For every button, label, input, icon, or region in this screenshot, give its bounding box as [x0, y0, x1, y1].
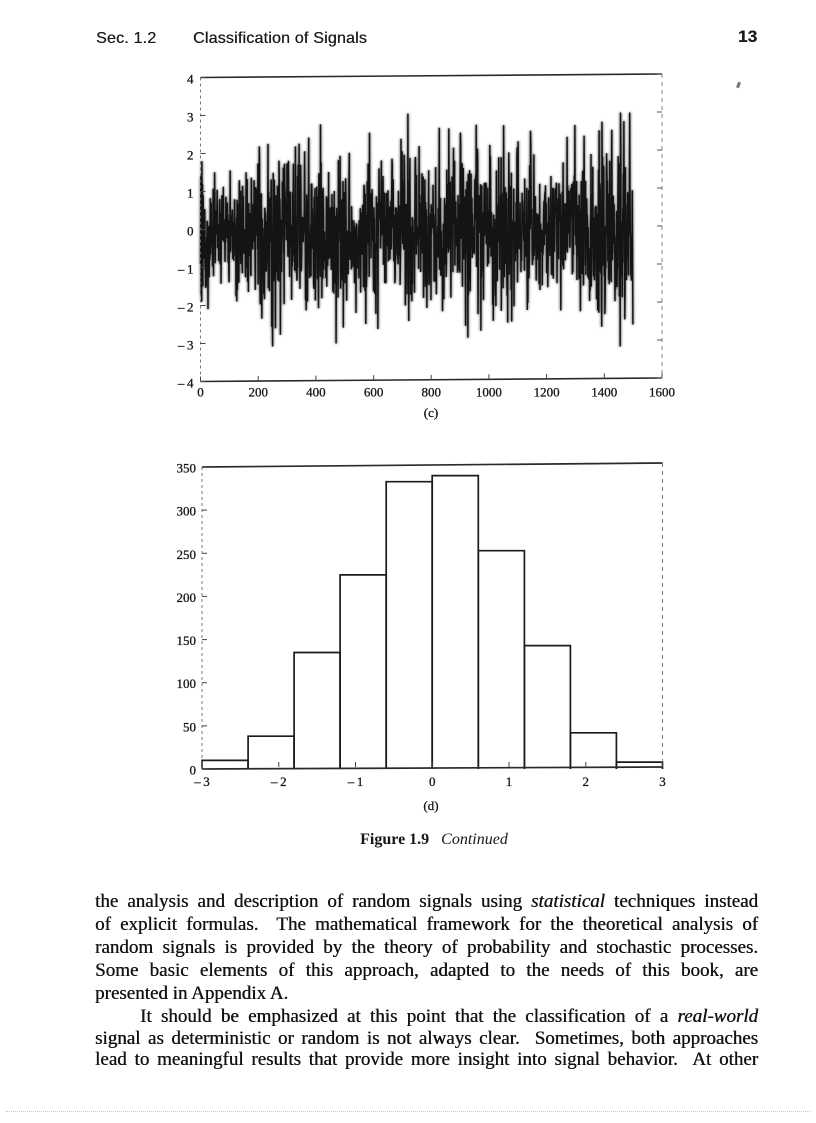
svg-text:0: 0 — [190, 763, 197, 778]
svg-text:2: 2 — [187, 148, 194, 163]
svg-text:1: 1 — [187, 186, 194, 201]
svg-text:0: 0 — [429, 774, 436, 789]
svg-text:250: 250 — [177, 547, 197, 562]
svg-text:50: 50 — [183, 719, 196, 734]
svg-text:400: 400 — [306, 385, 326, 400]
svg-text:3: 3 — [659, 774, 666, 789]
svg-text:(d): (d) — [423, 798, 438, 813]
svg-text:350: 350 — [177, 461, 197, 476]
svg-text:600: 600 — [364, 385, 384, 400]
svg-text:(c): (c) — [424, 405, 438, 420]
svg-text:200: 200 — [248, 385, 268, 400]
svg-text:4: 4 — [187, 72, 194, 87]
svg-text:1400: 1400 — [591, 385, 617, 400]
svg-text:– 2: – 2 — [270, 774, 287, 789]
svg-text:– 4: – 4 — [177, 376, 194, 391]
svg-text:150: 150 — [177, 633, 197, 648]
svg-text:– 3: – 3 — [193, 774, 210, 789]
svg-text:– 1: – 1 — [347, 774, 364, 789]
svg-text:300: 300 — [177, 504, 197, 519]
svg-text:0: 0 — [187, 224, 194, 239]
svg-text:– 3: – 3 — [177, 338, 194, 353]
svg-text:1200: 1200 — [534, 385, 560, 400]
svg-text:800: 800 — [421, 385, 441, 400]
svg-text:– 2: – 2 — [177, 300, 194, 315]
svg-text:200: 200 — [177, 590, 197, 605]
svg-text:– 1: – 1 — [177, 262, 194, 277]
svg-text:3: 3 — [187, 110, 194, 125]
svg-text:100: 100 — [177, 676, 197, 691]
svg-text:1: 1 — [506, 774, 513, 789]
svg-text:0: 0 — [197, 385, 204, 400]
svg-text:1600: 1600 — [649, 385, 675, 400]
svg-text:1000: 1000 — [476, 385, 502, 400]
svg-text:2: 2 — [583, 774, 590, 789]
